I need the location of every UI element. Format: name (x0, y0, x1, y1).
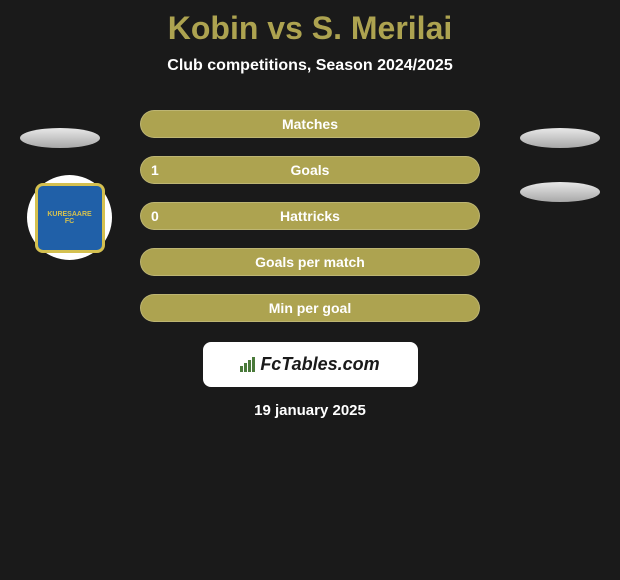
fctables-branding[interactable]: FcTables.com (203, 342, 418, 387)
stat-label-matches: Matches (141, 116, 479, 132)
player-right-placeholder (520, 128, 600, 148)
shadow-icon (520, 128, 600, 148)
player-right-placeholder-2 (520, 182, 600, 202)
stat-value-goals-left: 1 (151, 162, 159, 178)
fctables-text: FcTables.com (260, 354, 379, 375)
bar-chart-icon (240, 357, 255, 372)
stat-bar-matches: Matches (140, 110, 480, 138)
stat-bar-goals: 1 Goals (140, 156, 480, 184)
stat-label-hattricks: Hattricks (141, 208, 479, 224)
stat-bar-gpm: Goals per match (140, 248, 480, 276)
shadow-icon (20, 128, 100, 148)
page-title: Kobin vs S. Merilai (0, 10, 620, 47)
stat-label-gpm: Goals per match (141, 254, 479, 270)
date-label: 19 january 2025 (0, 402, 620, 419)
club-logo-left: KURESAARE FC (27, 175, 112, 260)
stat-value-hattricks-left: 0 (151, 208, 159, 224)
stat-row-mpg: Min per goal (0, 294, 620, 322)
club-name: KURESAARE (47, 211, 91, 218)
shadow-icon (520, 182, 600, 202)
stat-label-goals: Goals (141, 162, 479, 178)
club-subtext: FC (65, 218, 74, 225)
page-subtitle: Club competitions, Season 2024/2025 (0, 57, 620, 75)
club-logo-inner: KURESAARE FC (35, 183, 105, 253)
stat-label-mpg: Min per goal (141, 300, 479, 316)
stat-bar-hattricks: 0 Hattricks (140, 202, 480, 230)
stat-row-goals: 1 Goals (0, 156, 620, 184)
player-left-placeholder (20, 128, 100, 148)
stats-comparison-container: Kobin vs S. Merilai Club competitions, S… (0, 0, 620, 429)
stat-bar-mpg: Min per goal (140, 294, 480, 322)
